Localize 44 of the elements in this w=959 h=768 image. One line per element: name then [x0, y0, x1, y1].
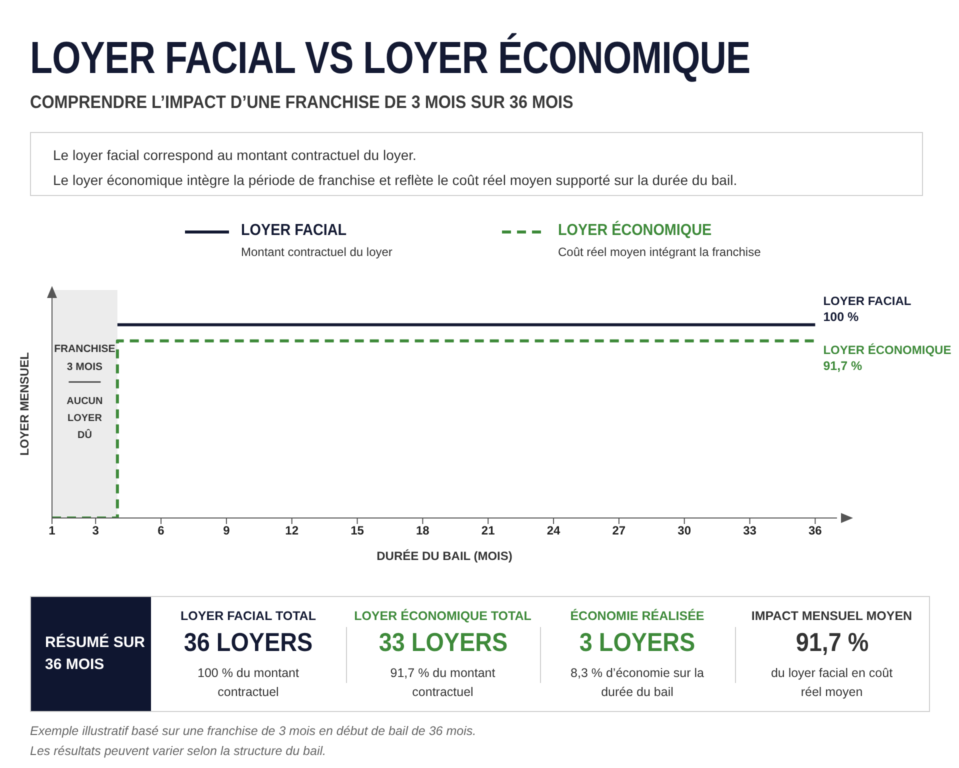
- text: Les résultats peuvent varier selon la structure du bail.: [30, 744, 326, 758]
- x-axis-title: DURÉE DU BAIL (MOIS): [376, 549, 512, 563]
- text: 36 LOYERS: [182, 627, 314, 658]
- text: Le loyer économique intègre la période de franchise et reflète le coût réel moyen supporté sur la durée du bail.: [53, 171, 738, 190]
- text: LOYER FACIAL TOTAL: [180, 609, 317, 623]
- text: Coût réel moyen intégrant la franchise: [558, 245, 761, 259]
- annotation: LOYER FACIAL: [823, 294, 912, 308]
- x-tick-label: 27: [612, 524, 626, 538]
- text: LOYER FACIAL VS LOYER ÉCONOMIQUE: [30, 32, 750, 84]
- x-tick-label: 1: [48, 524, 56, 538]
- x-tick-label: 36: [808, 524, 822, 538]
- text: ÉCONOMIE RÉALISÉE: [569, 609, 706, 623]
- x-tick-label: 6: [158, 524, 165, 538]
- text: 3 LOYERS: [578, 627, 696, 658]
- text: Le loyer facial correspond au montant contractuel du loyer.: [53, 146, 418, 165]
- text: 100 % du montant contractuel: [196, 665, 300, 701]
- x-tick-label: 3: [92, 524, 100, 538]
- x-tick-label: 9: [223, 524, 230, 538]
- text: RÉSUMÉ SUR 36 MOIS: [31, 597, 151, 711]
- x-tick-label: 18: [416, 524, 430, 538]
- y-axis-title: LOYER MENSUEL: [17, 352, 32, 456]
- text: du loyer facial en coût réel moyen: [770, 665, 894, 701]
- text: 8,3 % d’économie sur la durée du bail: [570, 665, 705, 701]
- x-tick-label: 12: [285, 524, 299, 538]
- x-tick-label: 21: [481, 524, 496, 538]
- annotation: AUCUN LOYER DÛ: [66, 396, 103, 441]
- text: 33 LOYERS: [377, 627, 508, 658]
- legend-label: LOYER FACIAL: [241, 222, 348, 240]
- text: IMPACT MENSUEL MOYEN: [750, 609, 914, 623]
- band-label: FRANCHISE 3 MOIS: [54, 343, 116, 373]
- x-tick-label: 30: [678, 524, 692, 538]
- text: Exemple illustratif basé sur une franchise de 3 mois en début de bail de 36 mois.: [30, 724, 476, 738]
- text: LOYER ÉCONOMIQUE TOTAL: [353, 609, 532, 623]
- data-label: 100 %: [823, 310, 859, 324]
- x-tick-label: 24: [546, 524, 561, 538]
- annotation: LOYER ÉCONOMIQUE: [823, 342, 952, 357]
- text: Montant contractuel du loyer: [241, 245, 392, 259]
- x-tick-label: 15: [350, 524, 364, 538]
- text: 91,7 % du montant contractuel: [389, 665, 496, 701]
- text: 91,7 %: [794, 627, 870, 658]
- text: COMPRENDRE L’IMPACT D’UNE FRANCHISE DE 3 MOIS SUR 36 MOIS: [30, 92, 574, 113]
- data-label: 91,7 %: [823, 358, 862, 373]
- x-tick-label: 33: [743, 524, 757, 538]
- legend-label: LOYER ÉCONOMIQUE: [558, 222, 713, 240]
